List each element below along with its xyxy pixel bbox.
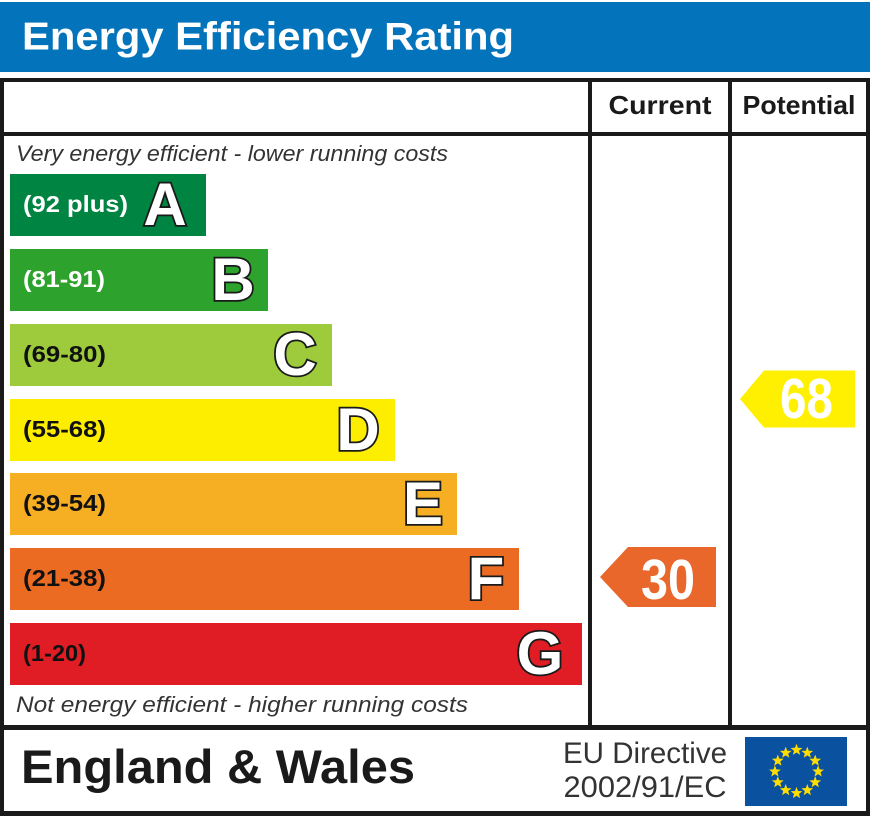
- svg-text:Energy Efficiency Rating: Energy Efficiency Rating: [22, 16, 514, 59]
- svg-text:Current: Current: [609, 90, 712, 120]
- svg-text:(81-91): (81-91): [23, 266, 105, 292]
- svg-text:2002/91/EC: 2002/91/EC: [564, 771, 727, 804]
- svg-text:G: G: [517, 620, 564, 687]
- svg-text:D: D: [336, 396, 379, 463]
- svg-text:30: 30: [641, 548, 695, 612]
- svg-text:Very energy efficient - lower: Very energy efficient - lower running co…: [16, 141, 448, 166]
- svg-text:B: B: [211, 246, 254, 313]
- svg-text:(39-54): (39-54): [23, 490, 106, 516]
- svg-text:C: C: [273, 321, 316, 388]
- svg-text:(92 plus): (92 plus): [23, 191, 128, 217]
- svg-text:(21-38): (21-38): [23, 565, 106, 591]
- svg-text:(55-68): (55-68): [23, 416, 106, 442]
- svg-text:EU Directive: EU Directive: [563, 737, 727, 770]
- svg-text:(69-80): (69-80): [23, 341, 106, 367]
- svg-text:F: F: [468, 545, 505, 612]
- svg-text:E: E: [403, 470, 443, 537]
- svg-text:A: A: [143, 171, 186, 238]
- svg-text:England & Wales: England & Wales: [21, 740, 415, 793]
- svg-text:Potential: Potential: [743, 90, 856, 120]
- svg-text:(1-20): (1-20): [23, 640, 86, 666]
- svg-text:Not energy efficient - higher: Not energy efficient - higher running co…: [16, 692, 468, 717]
- svg-text:68: 68: [780, 367, 833, 431]
